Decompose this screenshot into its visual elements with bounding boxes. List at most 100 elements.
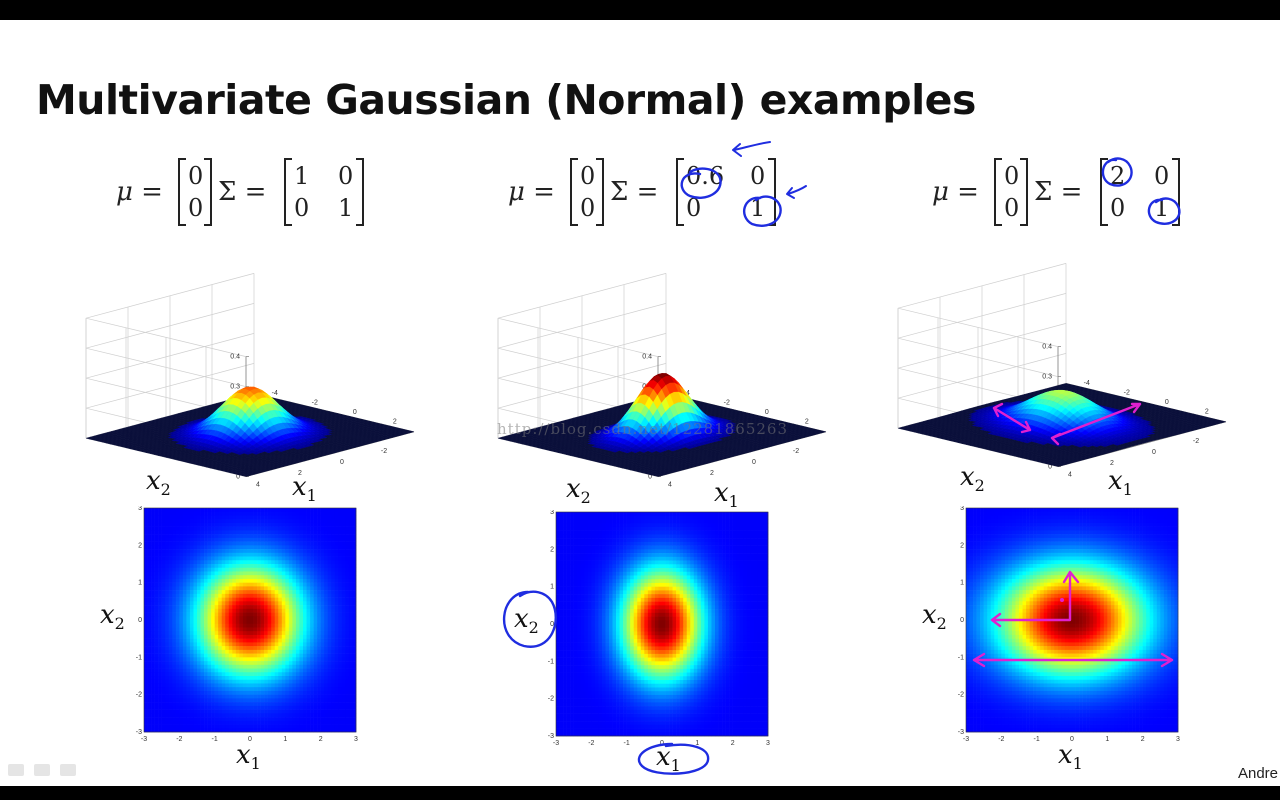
watermark-url: http://blog.csdn.net/12281865263 <box>497 420 789 438</box>
surface-x1-tick: 0 <box>1165 399 1169 406</box>
surface-plot-1: 0.40.30.20.104-42-200-22-44 <box>85 273 415 488</box>
mu-symbol: μ = <box>116 177 163 207</box>
surface-x1-tick: -4 <box>272 390 278 397</box>
heatmap-x2-tick: 0 <box>138 617 142 624</box>
heatmap-x1-tick: 2 <box>1141 736 1145 742</box>
surface-x2-tick: 2 <box>1110 460 1114 467</box>
surface-plot-3: 0.40.30.20.104-42-200-22-44 <box>897 263 1227 478</box>
surface-x1-tick: -2 <box>724 400 730 407</box>
heatmap-x1-tick: -1 <box>1034 736 1040 742</box>
heatmap-x2-tick: -2 <box>548 696 554 703</box>
heatmap-x2-tick: 1 <box>138 580 142 587</box>
heatmap-x2-tick: -1 <box>136 654 142 661</box>
heatmap-1-x2-label: x2 <box>100 600 125 634</box>
heatmap-2-x2-label: x2 <box>514 604 539 638</box>
heatmap-x1-tick: 2 <box>731 740 735 746</box>
sigma-symbol: Σ = <box>610 177 659 207</box>
surface-x1-tick: -2 <box>312 400 318 407</box>
heatmap-3-x2-label: x2 <box>922 600 947 634</box>
heatmap-x1-tick: -1 <box>624 740 630 746</box>
surface-1-x2-label: x2 <box>146 466 171 500</box>
heatmap-x2-tick: 3 <box>960 506 964 512</box>
surface-mesh <box>497 373 827 477</box>
surface-z-tick: 0.3 <box>1042 374 1052 381</box>
heatmap-x1-tick: -3 <box>553 740 559 746</box>
heatmap-1-x1-label: x1 <box>236 740 261 774</box>
surface-2-x1-label: x1 <box>714 478 739 512</box>
heatmap-x1-tick: 3 <box>354 736 358 742</box>
surface-x2-tick: 0 <box>752 459 756 466</box>
heatmap-x1-tick: -2 <box>588 740 594 746</box>
surface-z-tick: 0 <box>236 474 240 481</box>
surface-x1-tick: 0 <box>353 409 357 416</box>
heatmap-x1-tick: 0 <box>248 736 252 742</box>
heatmap-x1-tick: -2 <box>998 736 1004 742</box>
heatmap-x2-tick: -2 <box>136 692 142 699</box>
surface-x2-tick: 4 <box>256 481 260 488</box>
player-toolbar <box>8 764 76 776</box>
surface-x2-tick: 0 <box>1152 449 1156 456</box>
heatmap-x1-tick: 3 <box>766 740 770 746</box>
heatmap-x2-tick: -1 <box>958 654 964 661</box>
heatmap-x1-tick: -3 <box>141 736 147 742</box>
surface-x1-tick: 0 <box>765 409 769 416</box>
sigma-symbol: Σ = <box>1034 177 1083 207</box>
surface-x2-tick: -2 <box>381 448 387 455</box>
heatmap-x1-tick: 0 <box>660 740 664 746</box>
surface-x2-tick: 4 <box>668 481 672 488</box>
surface-z-tick: 0 <box>648 474 652 481</box>
menu-icon[interactable] <box>34 764 50 776</box>
heatmap-x1-tick: 3 <box>1176 736 1180 742</box>
equation-3: μ = 0 0 Σ = 2 0 0 1 <box>932 158 1192 228</box>
sigma-symbol: Σ = <box>218 177 267 207</box>
slide-title: Multivariate Gaussian (Normal) examples <box>36 76 976 124</box>
surface-mesh <box>85 386 415 477</box>
arrow-icon[interactable] <box>60 764 76 776</box>
heatmap-x1-tick: -1 <box>212 736 218 742</box>
heatmap-x1-tick: -2 <box>176 736 182 742</box>
equation-2: μ = 0 0 Σ = 0.6 0 0 1 <box>508 158 798 228</box>
presenter-credit: Andre <box>1237 765 1278 782</box>
pen-icon[interactable] <box>8 764 24 776</box>
surface-z-tick: 0.4 <box>230 354 240 361</box>
surface-x2-tick: -2 <box>793 448 799 455</box>
heatmap-x2-tick: 2 <box>550 546 554 553</box>
pen-annotations <box>502 141 1181 775</box>
heatmap-x2-tick: 0 <box>550 621 554 628</box>
surface-z-tick: 0.4 <box>1042 344 1052 351</box>
surface-plot-2: 0.40.30.20.104-42-200-22-44 <box>497 273 827 488</box>
surface-x2-tick: 2 <box>298 470 302 477</box>
surface-x1-tick: 2 <box>393 419 397 426</box>
heatmap-x1-tick: 1 <box>695 740 699 746</box>
heatmap-x2-tick: 0 <box>960 617 964 624</box>
heatmap-x2-tick: 3 <box>550 510 554 516</box>
heatmap-plot-2: -3-3 -2 -2 -1 -1 0 0 1 1 2 2 3 3 <box>548 510 770 746</box>
heatmap-x2-tick: 3 <box>138 506 142 512</box>
heatmap-x2-tick: 1 <box>960 580 964 587</box>
equation-1: μ = 0 0 Σ = 1 0 0 1 <box>116 158 376 228</box>
heatmap-plot-1: -3-3 -2 -2 -1 -1 0 0 1 1 2 2 3 3 <box>136 506 358 742</box>
surface-z-tick: 0.3 <box>230 384 240 391</box>
heatmap-x2-tick: -3 <box>548 733 554 740</box>
heatmap-x1-tick: 1 <box>1105 736 1109 742</box>
heatmap-x2-tick: -1 <box>548 658 554 665</box>
surface-z-tick: 0 <box>1048 464 1052 471</box>
slide: Multivariate Gaussian (Normal) examples … <box>0 20 1280 786</box>
heatmap-x2-tick: 2 <box>138 542 142 549</box>
heatmap-cells <box>556 512 769 737</box>
surface-z-tick: 0.4 <box>642 354 652 361</box>
heatmap-x1-tick: 0 <box>1070 736 1074 742</box>
heatmap-x1-tick: 1 <box>283 736 287 742</box>
heatmap-x1-tick: 2 <box>319 736 323 742</box>
surface-x2-tick: 4 <box>1068 471 1072 478</box>
heatmap-x1-tick: -3 <box>963 736 969 742</box>
surface-1-x1-label: x1 <box>292 472 317 506</box>
surface-x2-tick: -2 <box>1193 438 1199 445</box>
heatmap-3-x1-label: x1 <box>1058 740 1083 774</box>
surface-x2-tick: 0 <box>340 459 344 466</box>
heatmap-x2-tick: 2 <box>960 542 964 549</box>
